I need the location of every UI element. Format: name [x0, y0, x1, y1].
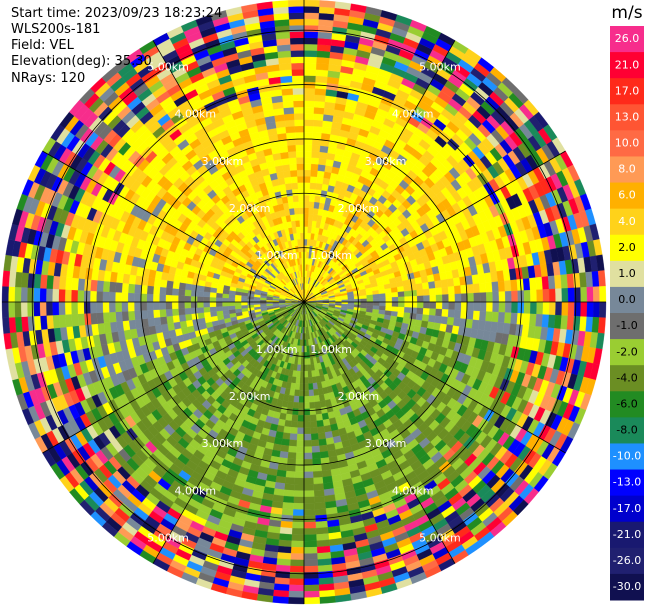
colorbar-unit: m/s	[611, 3, 642, 23]
colorbar-swatch	[610, 286, 644, 314]
colorbar-swatch	[610, 573, 644, 601]
range-ring-label: 3.00km	[202, 437, 244, 450]
azimuth-spoke	[42, 150, 305, 303]
range-ring-label: 1.00km	[256, 343, 298, 356]
colorbar-swatch	[610, 104, 644, 131]
azimuth-spoke	[303, 301, 566, 454]
start-time-label: Start time: 2023/09/23 18:23:24	[11, 6, 223, 21]
colorbar-label: 6.0	[618, 189, 636, 202]
range-ring-label: 2.00km	[338, 390, 380, 403]
colorbar-swatch	[610, 521, 644, 549]
colorbar-swatch	[610, 26, 644, 53]
range-ring-label: 3.00km	[202, 155, 244, 168]
colorbar-label: -1.0	[616, 319, 637, 332]
colorbar-label: 0.0	[618, 293, 636, 306]
range-ring-label: 4.00km	[174, 484, 216, 497]
colorbar-label: -17.0	[613, 502, 641, 515]
colorbar-swatch	[610, 52, 644, 79]
range-ring-label: 4.00km	[392, 108, 434, 121]
colorbar-label: -30.0	[613, 580, 641, 593]
azimuth-spoke	[303, 40, 456, 303]
range-ring-labels: 1.00km 1.00km 1.00km 1.00km 2.00km 2.00km 2.00…	[147, 61, 460, 545]
azimuth-spokes	[2, 0, 606, 604]
station-label: WLS200s-181	[11, 22, 101, 37]
nrays-label: NRays: 120	[11, 71, 86, 86]
azimuth-spoke	[152, 301, 305, 564]
colorbar-swatch	[610, 156, 644, 184]
colorbar-label: -2.0	[616, 345, 637, 358]
range-ring-label: 2.00km	[338, 202, 380, 215]
colorbar-swatch	[610, 78, 644, 105]
colorbar-label: -8.0	[616, 424, 637, 437]
colorbar-label: -21.0	[613, 528, 641, 541]
azimuth-spoke	[303, 301, 456, 564]
colorbar-swatch	[610, 547, 644, 575]
field-label: Field: VEL	[11, 38, 74, 53]
colorbar-label: 13.0	[615, 110, 640, 123]
range-ring-label: 4.00km	[392, 484, 434, 497]
range-ring-label: 5.00km	[419, 61, 461, 74]
elevation-label: Elevation(deg): 35.30	[11, 54, 152, 69]
range-ring-label: 3.00km	[365, 437, 407, 450]
colorbar-swatch	[610, 313, 644, 340]
velocity-sectors	[1, 0, 607, 605]
range-ring-label: 2.00km	[229, 390, 271, 403]
colorbar-label: -26.0	[613, 554, 641, 567]
range-ring-label: 1.00km	[310, 343, 352, 356]
range-ring-label: 1.00km	[256, 249, 298, 262]
range-ring-label: 1.00km	[310, 249, 352, 262]
colorbar-swatch	[610, 495, 644, 523]
range-ring-label: 3.00km	[365, 155, 407, 168]
range-ring-label: 5.00km	[147, 531, 189, 544]
colorbar-swatch	[610, 130, 644, 157]
colorbar-label: -13.0	[613, 476, 641, 489]
colorbar-label: 8.0	[618, 163, 636, 176]
colorbar-label: 10.0	[615, 137, 640, 150]
colorbar-swatch	[610, 234, 644, 262]
colorbar-label: 2.0	[618, 241, 636, 254]
colorbar-label: -4.0	[616, 371, 637, 384]
colorbar-label: 17.0	[615, 84, 640, 97]
colorbar-label: -6.0	[616, 397, 637, 410]
range-ring-label: 5.00km	[147, 61, 189, 74]
azimuth-spoke	[303, 150, 566, 303]
colorbar-label: -10.0	[613, 450, 641, 463]
colorbar-label: 21.0	[615, 58, 640, 71]
colorbar-swatch	[610, 443, 644, 471]
colorbar-label: 4.0	[618, 215, 636, 228]
azimuth-spoke	[42, 301, 305, 454]
azimuth-spoke	[152, 40, 305, 303]
range-ring-label: 5.00km	[419, 531, 461, 544]
colorbar-swatch	[610, 365, 644, 392]
colorbar-swatch	[610, 182, 644, 210]
colorbar-swatch	[610, 417, 644, 444]
colorbar-swatch	[610, 339, 644, 366]
colorbar-swatch	[610, 260, 644, 288]
colorbar-label: 1.0	[618, 267, 636, 280]
range-ring-label: 4.00km	[174, 108, 216, 121]
range-ring-label: 2.00km	[229, 202, 271, 215]
colorbar-swatch	[610, 469, 644, 497]
colorbar-label: 26.0	[615, 32, 640, 45]
colorbar-swatch	[610, 391, 644, 418]
colorbar-swatch	[610, 208, 644, 236]
